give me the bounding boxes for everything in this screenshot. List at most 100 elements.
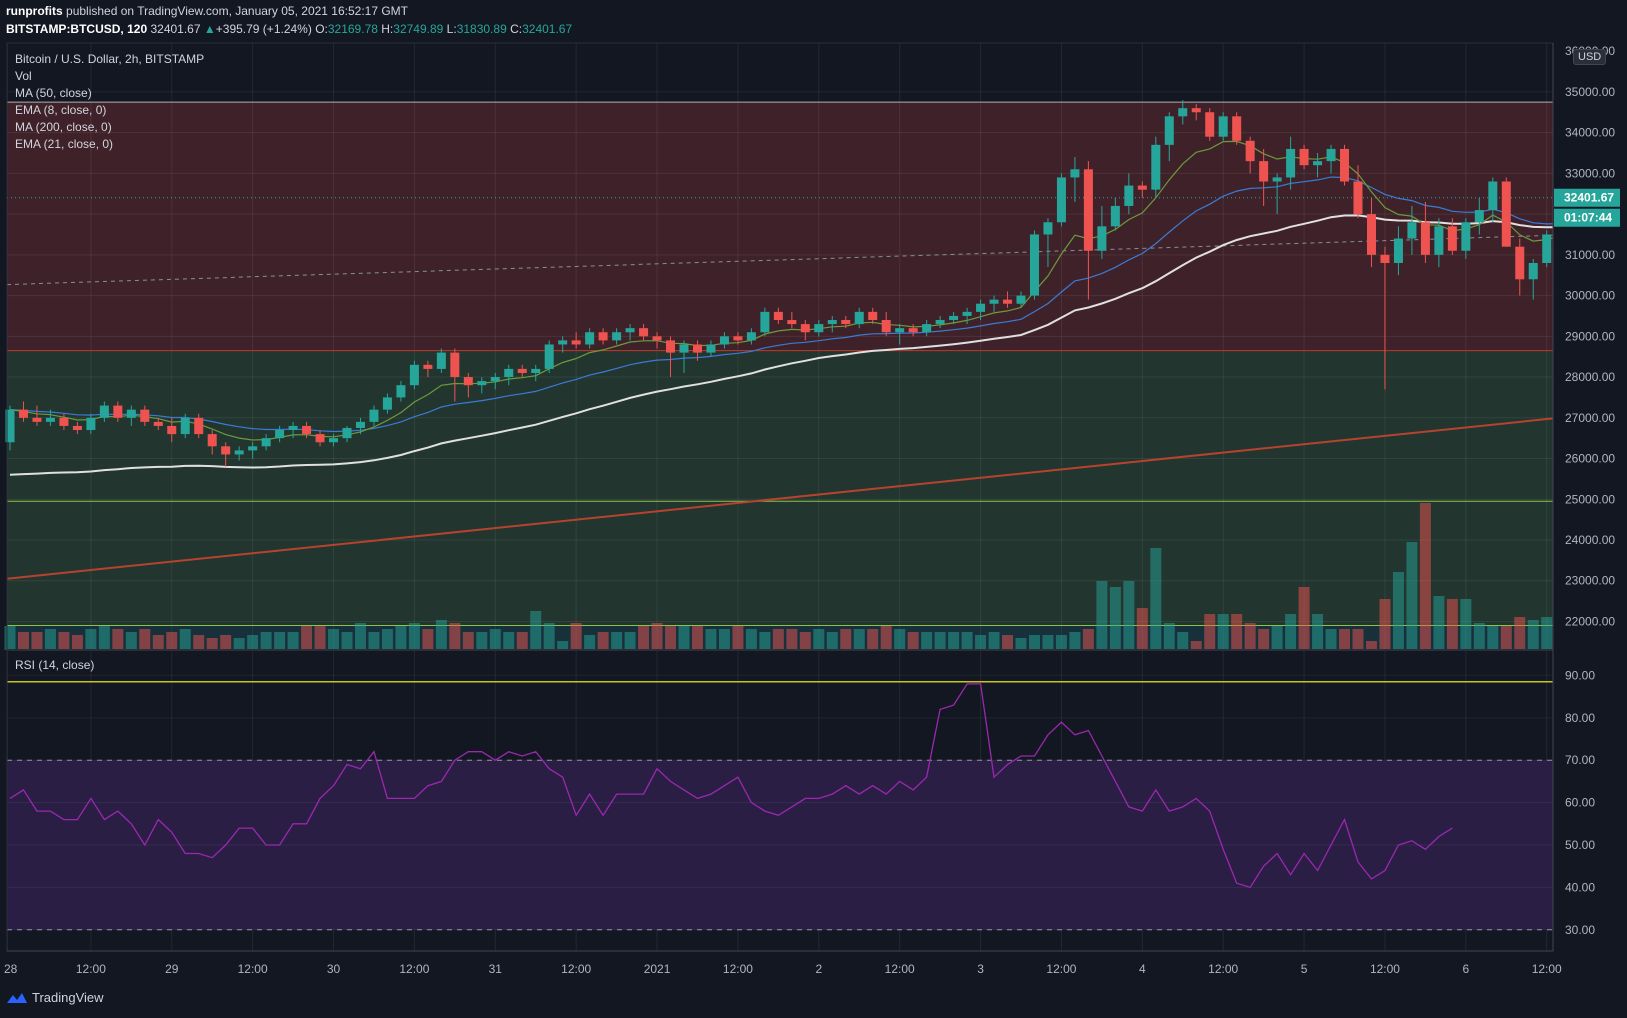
candle-body: [1569, 222, 1579, 231]
candle-body: [342, 427, 352, 439]
ma50-line: [9, 214, 1615, 476]
rsi-legend[interactable]: RSI (14, close): [15, 658, 95, 672]
rsi-band: [7, 760, 1553, 930]
candle-body: [1299, 148, 1309, 166]
candle-body: [1555, 222, 1565, 235]
resistance-zone: [7, 102, 1553, 351]
volume-bar: [840, 629, 852, 650]
rsi-tick-label: 70.00: [1565, 753, 1595, 767]
volume-bar: [624, 632, 636, 650]
candle-body: [719, 336, 729, 345]
volume-bar: [4, 626, 16, 650]
candle-body: [1178, 108, 1188, 117]
volume-bar: [1379, 599, 1391, 650]
candle-body: [773, 311, 783, 321]
close-label: C:: [510, 22, 523, 36]
volume-bar: [786, 629, 798, 650]
volume-bar: [1055, 635, 1067, 650]
ema21-line: [9, 176, 1615, 433]
price-tick-label: 29000.00: [1565, 329, 1615, 343]
candle-body: [922, 324, 932, 333]
candle-body: [1124, 185, 1134, 206]
volume-bar: [934, 632, 946, 650]
candle-body: [396, 385, 406, 398]
legend-ema8[interactable]: EMA (8, close, 0): [15, 103, 107, 117]
candle-body: [436, 352, 446, 369]
candle-body: [625, 328, 635, 333]
volume-bar: [71, 635, 83, 650]
candle-body: [1366, 214, 1376, 255]
time-tick-label: 12:00: [1532, 962, 1562, 976]
time-tick-label: 4: [1139, 962, 1146, 976]
candle-body: [1542, 234, 1552, 263]
volume-bar: [638, 626, 650, 650]
volume-bar: [1217, 614, 1229, 650]
volume-bar: [287, 632, 299, 650]
time-tick-label: 12:00: [885, 962, 915, 976]
candle-body: [544, 344, 554, 369]
volume-bar: [193, 635, 205, 650]
volume-bar: [1109, 587, 1121, 650]
volume-bar: [449, 623, 461, 650]
candle-body: [571, 340, 581, 345]
rsi-tick-label: 40.00: [1565, 880, 1595, 894]
candle-body: [935, 320, 945, 325]
volume-bar: [1163, 623, 1175, 650]
volume-bar: [584, 635, 596, 650]
bottom-strip: [0, 1006, 1627, 1018]
volume-bar: [1487, 626, 1499, 650]
volume-bar: [1514, 617, 1526, 650]
high-label: H:: [381, 22, 394, 36]
legend-ema21[interactable]: EMA (21, close, 0): [15, 137, 114, 151]
price-axis-bg: [1553, 43, 1627, 951]
candle-body: [814, 324, 824, 333]
candle-body: [733, 336, 743, 341]
symbol-label[interactable]: BITSTAMP:BTCUSD, 120: [6, 22, 148, 36]
volume-bar: [705, 629, 717, 650]
candle-body: [18, 409, 28, 418]
candle-body: [989, 299, 999, 304]
volume-bar: [1608, 626, 1620, 650]
candle-body: [949, 315, 959, 321]
candle-body: [207, 434, 217, 447]
currency-button[interactable]: USD: [1573, 49, 1607, 65]
rsi-line: [9, 683, 1453, 889]
candle-body: [355, 421, 365, 428]
candle-body: [1003, 299, 1013, 304]
volume-bar: [98, 626, 110, 650]
volume-bar: [611, 632, 623, 650]
candle-body: [477, 381, 487, 386]
countdown-tag-bg: [1554, 208, 1620, 227]
candle-body: [746, 332, 756, 341]
candle-body: [679, 344, 689, 353]
volume-bar: [1298, 587, 1310, 650]
time-tick-label: 12:00: [76, 962, 106, 976]
volume-bar: [867, 629, 879, 650]
legend-title[interactable]: Bitcoin / U.S. Dollar, 2h, BITSTAMP: [15, 52, 205, 66]
volume-bar: [233, 638, 245, 650]
candle-body: [1191, 108, 1201, 113]
candle-body: [302, 425, 312, 435]
volume-zone: [7, 625, 1553, 650]
candle-body: [827, 320, 837, 325]
candle-body: [1272, 177, 1282, 182]
time-tick-label: 30: [327, 962, 341, 976]
volume-bar: [1527, 620, 1539, 650]
candle-body: [329, 438, 339, 443]
legend-ma200[interactable]: MA (200, close, 0): [15, 120, 112, 134]
rsi-tick-label: 30.00: [1565, 923, 1595, 937]
low-label: L:: [446, 22, 457, 36]
candle-body: [113, 405, 123, 418]
volume-bar: [341, 632, 353, 650]
legend-ma50[interactable]: MA (50, close): [15, 86, 92, 100]
publisher-name: runprofits: [6, 4, 63, 18]
volume-bar: [328, 629, 340, 650]
volume-bar: [1082, 629, 1094, 650]
legend-vol[interactable]: Vol: [15, 69, 32, 83]
ema8-line: [9, 140, 1615, 441]
candle-body: [288, 425, 298, 431]
volume-bar: [1433, 596, 1445, 650]
candle-body: [261, 438, 271, 447]
candle-body: [1380, 254, 1390, 263]
